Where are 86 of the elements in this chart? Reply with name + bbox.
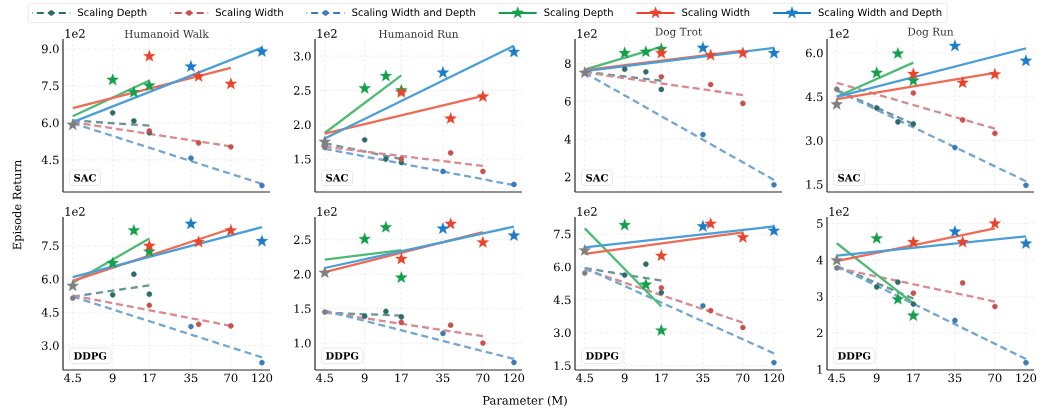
y-tick-label: 2 <box>564 172 571 182</box>
y-tick-label: 4.5 <box>41 308 59 317</box>
x-tick-label: 120 <box>764 373 785 383</box>
legend-label: Scaling Width <box>215 8 283 19</box>
x-tick-label: 70 <box>224 373 238 383</box>
text: 1e2 <box>577 29 597 38</box>
x-tick-label: 17 <box>395 373 408 383</box>
annotation: DDPG <box>73 352 107 360</box>
x-tick-label: 70 <box>988 373 1002 383</box>
text: 1e2 <box>577 207 597 216</box>
x-tick-label: 35 <box>696 373 710 383</box>
x-tick-label: 4.5 <box>315 373 334 383</box>
y-tick-label: 6 <box>564 96 571 106</box>
y-tick-label: 2.5 <box>293 86 311 95</box>
legend-label: Scaling Width and Depth <box>818 8 942 19</box>
legend-label: Scaling Depth <box>544 8 613 19</box>
y-tick-label: 7.5 <box>42 241 59 251</box>
x-tick-label: 35 <box>948 373 962 383</box>
x-tick-label: 120 <box>1016 373 1037 383</box>
annotation: SAC <box>838 174 860 182</box>
y-tick-label: 1.5 <box>294 154 311 164</box>
y-tick-label: 6.0 <box>805 48 823 58</box>
y-tick-label: 1.5 <box>806 180 823 189</box>
text: 1e2 <box>829 207 849 216</box>
y-tick-label: 1 <box>817 365 822 374</box>
y-tick-label: 1.5 <box>294 304 311 314</box>
y-tick-label: 4 <box>816 255 823 265</box>
x-tick-label: 9 <box>873 373 880 383</box>
y-tick-label: 9.0 <box>41 44 59 54</box>
y-tick-label: 7.5 <box>554 229 571 239</box>
y-tick-label: 2.0 <box>293 120 311 130</box>
x-tick-label: 120 <box>252 373 273 383</box>
y-tick-label: 1.5 <box>554 361 571 370</box>
x-tick-label: 17 <box>655 373 668 383</box>
y-tick-label: 8 <box>564 59 571 68</box>
chart-title: Dog Run <box>907 27 954 38</box>
x-tick-label: 17 <box>907 373 920 383</box>
y-tick-label: 3.0 <box>42 341 59 350</box>
annotation: DDPG <box>585 352 619 360</box>
x-axis-title: Parameter (M) <box>482 395 567 407</box>
annotation: DDPG <box>837 352 871 360</box>
x-tick-label: 4.5 <box>63 373 81 383</box>
x-tick-label: 4.5 <box>575 373 594 383</box>
y-tick-label: 6.0 <box>553 262 571 272</box>
x-tick-label: 9 <box>361 373 368 383</box>
y-tick-label: 4.5 <box>553 295 571 305</box>
text: 1e2 <box>317 207 337 216</box>
text: 1e2 <box>317 29 337 38</box>
legend-label: Scaling Width <box>682 8 750 19</box>
y-tick-label: 2 <box>816 328 823 338</box>
y-tick-label: 6.0 <box>41 118 59 128</box>
y-tick-label: 4.5 <box>805 92 823 102</box>
x-tick-label: 70 <box>476 373 490 383</box>
y-tick-label: 3.0 <box>294 51 311 61</box>
y-axis-title: Episode Return <box>12 160 24 250</box>
y-tick-label: 3.0 <box>554 328 571 338</box>
text: 1e2 <box>65 207 85 216</box>
x-tick-label: 35 <box>436 373 450 383</box>
chart-title: Dog Trot <box>655 27 703 38</box>
legend-label: Scaling Depth <box>77 8 147 19</box>
y-tick-label: 4.5 <box>41 155 59 165</box>
y-tick-label: 3.0 <box>806 136 823 145</box>
x-tick-label: 35 <box>184 373 198 383</box>
text: 1e2 <box>829 29 849 38</box>
legend-label: Scaling Width and Depth <box>352 8 475 19</box>
y-tick-label: 7.5 <box>42 81 59 91</box>
annotation: DDPG <box>325 352 359 360</box>
annotation: SAC <box>586 174 608 182</box>
x-tick-label: 9 <box>109 373 116 383</box>
annotation: SAC <box>74 174 96 182</box>
chart-title: Humanoid Run <box>379 29 459 38</box>
x-tick-label: 9 <box>621 373 628 383</box>
y-tick-label: 4 <box>564 134 571 144</box>
y-tick-label: 2.0 <box>293 269 311 279</box>
y-tick-label: 5 <box>817 219 823 228</box>
y-tick-label: 3 <box>817 292 823 301</box>
y-tick-label: 6.0 <box>41 274 59 284</box>
text: 1e2 <box>65 29 85 38</box>
y-tick-label: 1.0 <box>294 338 311 348</box>
x-tick-label: 17 <box>143 373 156 383</box>
x-tick-label: 4.5 <box>827 373 846 383</box>
x-tick-label: 70 <box>736 373 750 383</box>
x-tick-label: 120 <box>504 373 525 383</box>
y-tick-label: 2.5 <box>293 235 311 245</box>
chart-title: Humanoid Walk <box>124 29 209 38</box>
annotation: SAC <box>326 174 348 182</box>
